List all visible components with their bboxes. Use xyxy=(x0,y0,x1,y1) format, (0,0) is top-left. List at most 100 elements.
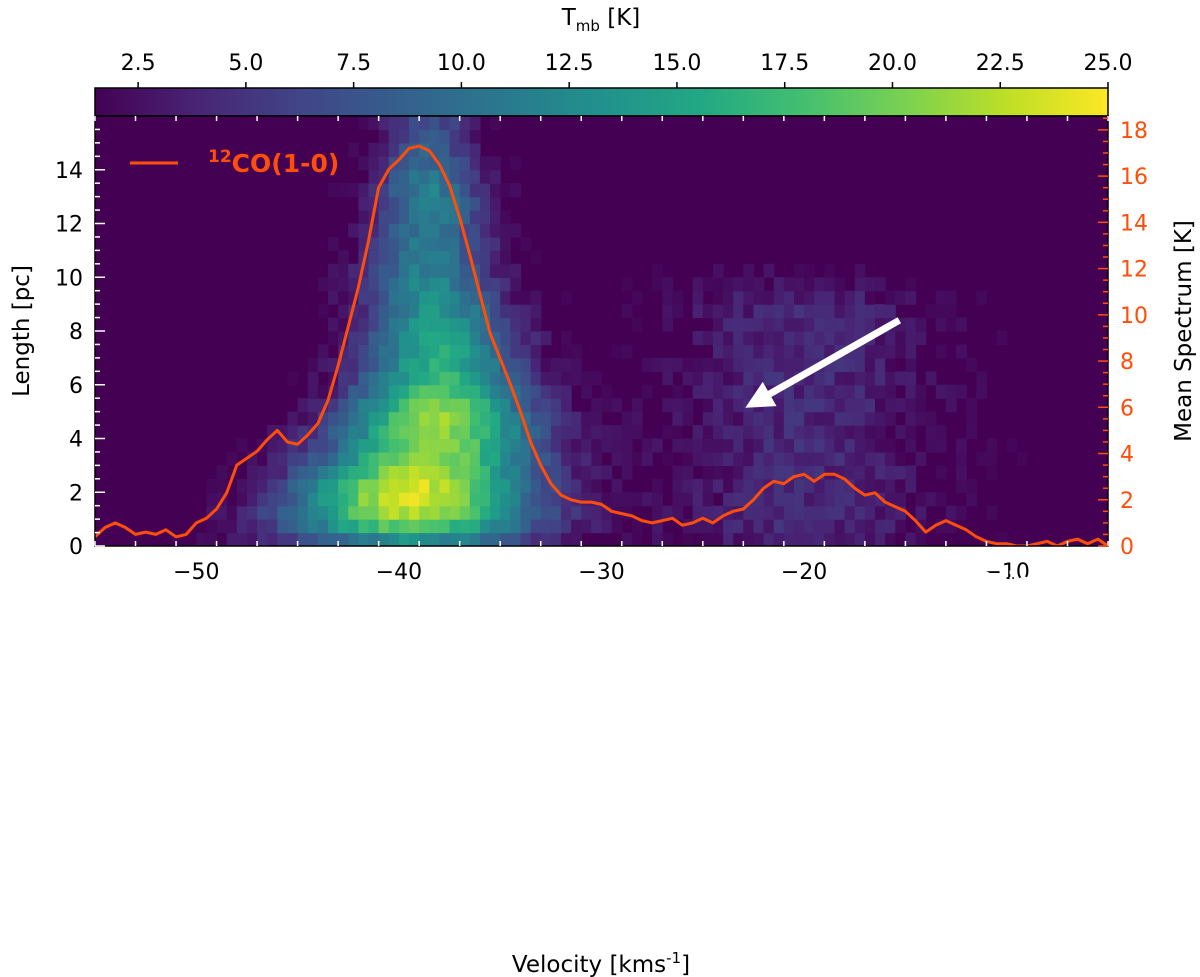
heatmap-cell xyxy=(409,331,420,346)
heatmap-cell xyxy=(409,451,420,466)
colorbar-tick-label: 2.5 xyxy=(121,51,156,76)
heatmap-cell xyxy=(560,357,572,372)
heatmap-cell xyxy=(327,532,339,546)
heatmap-cell xyxy=(804,532,815,546)
heatmap-cell xyxy=(398,384,410,399)
heatmap-cell xyxy=(530,492,542,507)
heatmap-cell xyxy=(804,398,815,413)
heatmap-cell xyxy=(834,532,846,546)
heatmap-cell xyxy=(834,331,846,346)
heatmap-cell xyxy=(662,304,674,319)
heatmap-cell xyxy=(976,371,988,386)
heatmap-cell xyxy=(490,398,501,413)
heatmap-cell xyxy=(712,371,724,386)
heatmap-cell xyxy=(459,425,471,440)
heatmap-cell xyxy=(439,411,451,426)
heatmap-cell xyxy=(348,277,359,292)
heatmap-cell xyxy=(327,317,339,332)
heatmap-cell xyxy=(327,357,339,372)
y2-tick-label: 8 xyxy=(1120,350,1134,375)
heatmap-cell xyxy=(621,451,633,466)
heatmap-cell xyxy=(834,505,846,520)
heatmap-cell xyxy=(500,344,511,359)
heatmap-cell xyxy=(459,384,471,399)
heatmap-cell xyxy=(206,478,218,493)
heatmap-cell xyxy=(419,317,430,332)
heatmap-cell xyxy=(763,371,775,386)
heatmap-cell xyxy=(368,331,380,346)
heatmap-cell xyxy=(712,290,724,305)
heatmap-cell xyxy=(712,411,724,426)
heatmap-cell xyxy=(875,304,886,319)
heatmap-cell xyxy=(834,290,846,305)
heatmap-cell xyxy=(257,465,268,480)
heatmap-cell xyxy=(540,492,552,507)
heatmap-cell xyxy=(854,344,866,359)
heatmap-cell xyxy=(257,532,268,546)
heatmap-cell xyxy=(560,411,572,426)
heatmap-cell xyxy=(439,250,451,265)
y-axis-label: Length [pc] xyxy=(9,265,35,397)
heatmap-cell xyxy=(560,492,572,507)
heatmap-cell xyxy=(439,532,451,546)
heatmap-cell xyxy=(864,290,876,305)
heatmap-cell xyxy=(692,357,704,372)
heatmap-cell xyxy=(338,478,349,493)
heatmap-cell xyxy=(723,290,734,305)
heatmap-cell xyxy=(844,290,856,305)
heatmap-cell xyxy=(479,478,491,493)
heatmap-cell xyxy=(885,331,896,346)
heatmap-cell xyxy=(409,492,420,507)
heatmap-cell xyxy=(854,425,866,440)
heatmap-cell xyxy=(479,331,491,346)
heatmap-cell xyxy=(368,411,380,426)
heatmap-cell xyxy=(409,250,420,265)
heatmap-cell xyxy=(905,331,917,346)
heatmap-cell xyxy=(327,411,339,426)
heatmap-cell xyxy=(398,519,410,534)
heatmap-cell xyxy=(368,478,380,493)
heatmap-cell xyxy=(348,425,359,440)
heatmap-cell xyxy=(500,304,511,319)
heatmap-cell xyxy=(469,438,481,453)
heatmap-cell xyxy=(419,169,430,184)
heatmap-cell xyxy=(743,290,755,305)
heatmap-cell xyxy=(793,263,805,278)
heatmap-cell xyxy=(327,183,339,198)
heatmap-cell xyxy=(733,290,744,305)
heatmap-cell xyxy=(500,478,511,493)
heatmap-cell xyxy=(733,331,744,346)
heatmap-cell xyxy=(692,519,704,534)
heatmap-cell xyxy=(712,277,724,292)
heatmap-cell xyxy=(307,478,319,493)
heatmap-cell xyxy=(875,384,886,399)
heatmap-cell xyxy=(368,465,380,480)
heatmap-cell xyxy=(439,425,451,440)
heatmap-cell xyxy=(550,411,562,426)
heatmap-cell xyxy=(469,142,481,157)
heatmap-cell xyxy=(469,290,481,305)
heatmap-cell xyxy=(581,465,592,480)
colorbar: 2.5 5.0 7.5 10.0 12.5 15.0 17.5 20.0 22.5 25.0 Tm… xyxy=(94,5,1132,117)
heatmap-cell xyxy=(449,116,461,131)
heatmap-cell xyxy=(763,438,775,453)
heatmap-cell xyxy=(409,236,420,251)
heatmap-cell xyxy=(814,519,825,534)
heatmap-cell xyxy=(895,478,906,493)
heatmap-cell xyxy=(773,398,785,413)
heatmap-cell xyxy=(368,384,380,399)
heatmap-cell xyxy=(449,451,461,466)
heatmap-cell xyxy=(449,169,461,184)
heatmap-cell xyxy=(439,505,451,520)
heatmap-cell xyxy=(601,492,613,507)
heatmap-cell xyxy=(378,210,390,225)
heatmap-cell xyxy=(824,277,836,292)
heatmap-cell xyxy=(520,438,532,453)
heatmap-cell xyxy=(753,371,765,386)
heatmap-cell xyxy=(398,210,410,225)
heatmap-cell xyxy=(702,357,714,372)
heatmap-cell xyxy=(935,304,947,319)
y2-tick-label: 4 xyxy=(1120,443,1134,468)
heatmap-cell xyxy=(702,398,714,413)
heatmap-cell xyxy=(885,505,896,520)
